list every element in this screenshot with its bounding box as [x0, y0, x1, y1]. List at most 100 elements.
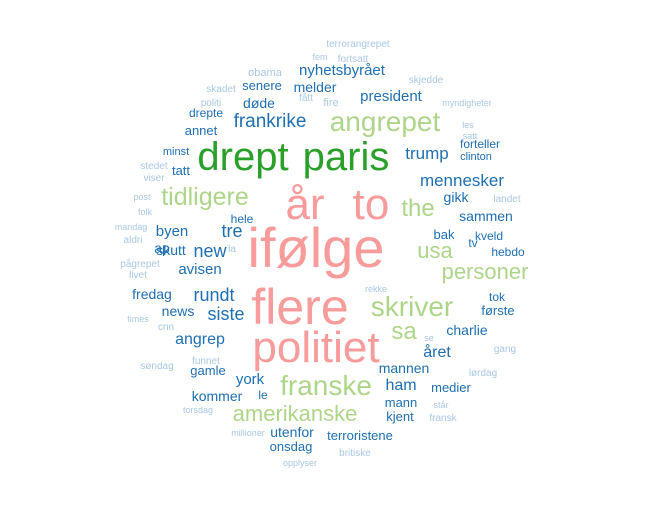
cloud-word: søndag: [140, 361, 174, 372]
cloud-word: onsdag: [269, 439, 313, 454]
cloud-word: la: [228, 244, 236, 255]
cloud-word: britiske: [339, 448, 371, 459]
cloud-word: forteller: [459, 137, 501, 151]
cloud-word: fransk: [429, 413, 457, 424]
cloud-word: aldri: [123, 235, 143, 246]
cloud-word: året: [436, 345, 438, 346]
cloud-word: lørdag: [468, 368, 498, 379]
cloud-word: hele: [230, 212, 254, 226]
cloud-word: times: [127, 314, 149, 324]
cloud-word: første: [481, 303, 515, 318]
cloud-word: trump: [405, 144, 449, 163]
cloud-word: bak: [433, 227, 455, 242]
cloud-word: angrepet: [329, 106, 441, 137]
cloud-word: rundt: [193, 285, 235, 305]
cloud-word: clinton: [460, 151, 492, 163]
cloud-word: siste: [207, 304, 245, 324]
cloud-word: myndigheter: [442, 98, 492, 108]
cloud-word: sa: [391, 318, 417, 345]
cloud-word: fortsatt: [337, 54, 369, 65]
cloud-word: gamle: [190, 363, 226, 378]
cloud-word: flere: [251, 279, 349, 335]
cloud-word: charlie: [446, 322, 488, 338]
cloud-word: ap: [154, 240, 170, 256]
cloud-word: kveld: [474, 229, 504, 243]
cloud-word: terroristene: [327, 428, 393, 443]
cloud-word: usa: [417, 238, 453, 263]
cloud-word: stedet: [140, 161, 168, 172]
cloud-word: tidligere: [161, 183, 249, 211]
cloud-word: skjedde: [408, 75, 444, 86]
cloud-word: utenfor: [270, 424, 314, 440]
cloud-word: to: [352, 180, 390, 229]
cloud-word: drept: [197, 135, 289, 179]
cloud-word: amerikanske: [232, 401, 358, 426]
cloud-word: pågrepet: [120, 259, 160, 270]
cloud-word: tok: [488, 290, 506, 304]
cloud-word: livet: [129, 270, 147, 281]
cloud-word: frankrike: [233, 111, 307, 132]
cloud-word: minst: [162, 146, 190, 158]
cloud-word: cnn: [157, 322, 175, 333]
cloud-word: president: [360, 88, 422, 105]
cloud-word: paris: [302, 135, 390, 179]
cloud-word: nyhetsbyrået: [299, 62, 385, 79]
cloud-word: obama: [248, 67, 282, 79]
cloud-word: fire: [323, 97, 339, 109]
cloud-word: drepte: [188, 106, 224, 120]
cloud-word: avisen: [178, 261, 222, 278]
cloud-word: terrorangrepet: [326, 39, 390, 50]
cloud-word: fått: [299, 93, 313, 104]
cloud-word: år: [285, 180, 325, 229]
cloud-word: tatt: [171, 163, 191, 178]
cloud-word: mandag: [114, 222, 148, 232]
cloud-word: melder: [293, 79, 337, 95]
cloud-word: angrep: [175, 331, 225, 348]
cloud-word: mannen: [378, 360, 430, 376]
cloud-word: les: [462, 120, 474, 130]
cloud-word: gikk: [443, 189, 469, 205]
cloud-word: ifølge: [247, 216, 385, 279]
cloud-word: gang: [493, 344, 517, 355]
cloud-word: se: [424, 333, 434, 343]
cloud-word: tre: [221, 221, 243, 241]
cloud-word: hebdo: [491, 245, 525, 259]
cloud-word: politi: [200, 98, 222, 109]
cloud-word: fem: [312, 52, 328, 62]
cloud-word: kommer: [191, 388, 243, 404]
cloud-word: le: [258, 388, 268, 402]
cloud-word: satt: [462, 131, 478, 141]
cloud-word: viser: [143, 173, 165, 184]
cloud-word: personer: [441, 259, 529, 284]
cloud-word: sammen: [459, 208, 513, 224]
cloud-word: millioner: [231, 428, 265, 438]
cloud-word: byen: [155, 223, 189, 240]
cloud-word: fredag: [132, 286, 172, 302]
cloud-word: new: [193, 241, 227, 261]
cloud-word: døde: [243, 95, 275, 111]
cloud-word: tv: [468, 236, 478, 250]
cloud-word: mennesker: [419, 171, 505, 190]
cloud-word: folk: [137, 207, 153, 217]
cloud-word: politiet: [252, 323, 380, 372]
cloud-word: skutt: [156, 242, 186, 258]
cloud-word: torsdag: [182, 405, 214, 415]
cloud-word: året: [423, 344, 451, 361]
cloud-word: senere: [242, 78, 282, 93]
cloud-word: mann: [384, 395, 418, 410]
cloud-word: står: [433, 400, 449, 410]
cloud-word: opplyser: [282, 458, 318, 468]
cloud-word: medier: [431, 380, 471, 395]
cloud-word: news: [161, 303, 195, 319]
cloud-word: annet: [184, 123, 218, 138]
cloud-word: franske: [280, 370, 372, 401]
cloud-word: landet: [493, 194, 521, 205]
cloud-word: skadet: [206, 84, 236, 95]
cloud-word: funnet: [192, 356, 220, 367]
cloud-word: post: [133, 192, 151, 202]
cloud-word: the: [401, 195, 435, 222]
cloud-word: ham: [385, 377, 417, 394]
cloud-word: rekke: [364, 284, 388, 294]
cloud-word: york: [235, 371, 265, 388]
